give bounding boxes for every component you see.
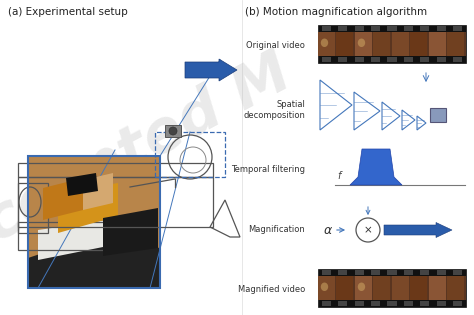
Text: Magnified video: Magnified video: [238, 285, 305, 295]
Bar: [318, 32, 466, 56]
FancyArrow shape: [384, 222, 452, 238]
Bar: [18, 163, 213, 177]
Polygon shape: [103, 208, 158, 256]
Bar: [355, 26, 364, 31]
Circle shape: [356, 218, 380, 242]
Bar: [371, 301, 380, 306]
Bar: [18, 177, 213, 227]
FancyArrow shape: [185, 59, 237, 81]
Bar: [453, 26, 462, 31]
Text: Accepted M: Accepted M: [0, 45, 302, 275]
Bar: [404, 26, 413, 31]
Bar: [371, 270, 380, 275]
Ellipse shape: [358, 38, 365, 47]
Bar: [18, 183, 48, 233]
Bar: [318, 32, 335, 56]
Bar: [437, 26, 446, 31]
Polygon shape: [58, 183, 118, 233]
Bar: [165, 125, 181, 137]
Bar: [371, 26, 380, 31]
Bar: [420, 26, 429, 31]
Bar: [337, 276, 353, 300]
Bar: [420, 301, 429, 306]
Bar: [338, 26, 347, 31]
Bar: [318, 25, 466, 63]
Bar: [355, 32, 372, 56]
Bar: [318, 276, 466, 300]
Bar: [374, 32, 390, 56]
Bar: [338, 301, 347, 306]
Bar: [387, 57, 397, 62]
Bar: [387, 301, 397, 306]
Text: Original video: Original video: [246, 41, 305, 49]
Text: Magnification: Magnification: [248, 226, 305, 234]
Bar: [437, 301, 446, 306]
Polygon shape: [38, 220, 108, 260]
Bar: [429, 276, 446, 300]
Bar: [355, 270, 364, 275]
Polygon shape: [83, 173, 113, 210]
Bar: [420, 270, 429, 275]
Text: (b) Motion magnification algorithm: (b) Motion magnification algorithm: [245, 7, 427, 17]
Bar: [338, 270, 347, 275]
Polygon shape: [66, 173, 98, 196]
Bar: [338, 57, 347, 62]
Bar: [374, 276, 390, 300]
Bar: [437, 57, 446, 62]
Polygon shape: [43, 178, 83, 220]
Bar: [429, 32, 446, 56]
Bar: [322, 26, 331, 31]
Bar: [318, 276, 335, 300]
Bar: [392, 276, 409, 300]
Bar: [447, 276, 464, 300]
Bar: [387, 270, 397, 275]
Text: $f$: $f$: [337, 169, 343, 181]
Bar: [155, 132, 225, 177]
Bar: [318, 269, 466, 307]
Ellipse shape: [358, 283, 365, 291]
Ellipse shape: [321, 38, 328, 47]
Bar: [28, 156, 160, 288]
Bar: [437, 270, 446, 275]
Text: Temporal filtering: Temporal filtering: [231, 165, 305, 175]
Bar: [322, 301, 331, 306]
Bar: [392, 32, 409, 56]
Bar: [322, 270, 331, 275]
Bar: [410, 32, 427, 56]
Bar: [371, 57, 380, 62]
Bar: [410, 276, 427, 300]
Bar: [420, 57, 429, 62]
Bar: [404, 270, 413, 275]
Bar: [453, 270, 462, 275]
Bar: [404, 57, 413, 62]
Bar: [453, 57, 462, 62]
Bar: [355, 301, 364, 306]
Bar: [404, 301, 413, 306]
Text: $\alpha$: $\alpha$: [323, 224, 333, 237]
Bar: [18, 222, 123, 250]
Bar: [447, 32, 464, 56]
Text: Spatial
decomposition: Spatial decomposition: [243, 100, 305, 120]
Bar: [453, 301, 462, 306]
Bar: [430, 108, 446, 122]
Bar: [28, 156, 160, 288]
Polygon shape: [28, 238, 160, 288]
Circle shape: [169, 127, 177, 135]
Bar: [337, 32, 353, 56]
Text: $\times$: $\times$: [364, 225, 373, 235]
Bar: [322, 57, 331, 62]
Polygon shape: [350, 149, 402, 185]
Bar: [355, 57, 364, 62]
Bar: [355, 276, 372, 300]
Bar: [387, 26, 397, 31]
Ellipse shape: [321, 283, 328, 291]
Text: (a) Experimental setup: (a) Experimental setup: [8, 7, 128, 17]
